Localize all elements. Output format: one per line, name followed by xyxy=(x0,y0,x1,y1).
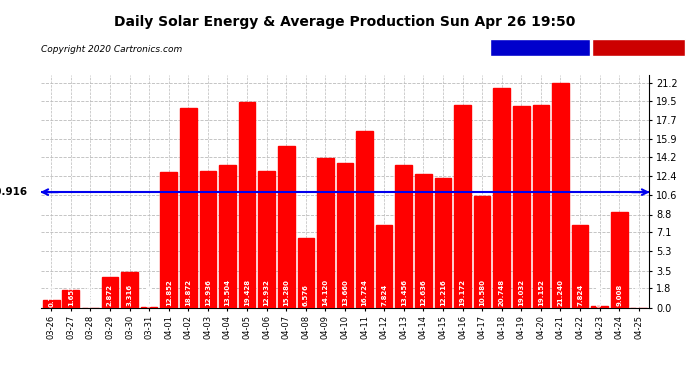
Text: 9.008: 9.008 xyxy=(616,284,622,306)
Text: 0.064: 0.064 xyxy=(146,285,152,307)
Text: 0.716: 0.716 xyxy=(48,285,55,307)
Bar xyxy=(337,163,353,308)
Bar xyxy=(121,273,138,308)
Text: 6.576: 6.576 xyxy=(303,284,309,306)
Bar xyxy=(141,307,157,308)
Text: 10.916: 10.916 xyxy=(0,187,28,197)
Bar xyxy=(219,165,236,308)
Text: 12.852: 12.852 xyxy=(166,279,172,306)
Text: 0.104: 0.104 xyxy=(597,285,602,307)
Text: 14.120: 14.120 xyxy=(322,279,328,306)
Bar xyxy=(591,306,608,308)
Bar xyxy=(435,178,451,308)
Bar xyxy=(356,131,373,308)
Bar xyxy=(395,165,412,308)
Text: 19.152: 19.152 xyxy=(538,279,544,306)
Text: 18.872: 18.872 xyxy=(186,279,191,306)
Text: 3.316: 3.316 xyxy=(126,284,132,306)
Text: 12.636: 12.636 xyxy=(420,279,426,306)
Bar xyxy=(199,171,216,308)
Text: Copyright 2020 Cartronics.com: Copyright 2020 Cartronics.com xyxy=(41,45,183,54)
Text: Daily  (kWh): Daily (kWh) xyxy=(608,43,670,52)
Text: 19.172: 19.172 xyxy=(460,279,466,306)
Bar xyxy=(180,108,197,308)
Text: Average  (kWh): Average (kWh) xyxy=(500,43,579,52)
Bar xyxy=(297,238,314,308)
Text: 12.936: 12.936 xyxy=(205,279,211,306)
Bar xyxy=(454,105,471,308)
Text: 1.652: 1.652 xyxy=(68,284,74,306)
Bar xyxy=(552,83,569,308)
Text: Daily Solar Energy & Average Production Sun Apr 26 19:50: Daily Solar Energy & Average Production … xyxy=(115,15,575,29)
Text: 0.000: 0.000 xyxy=(635,285,642,307)
Bar xyxy=(43,300,59,307)
Text: 16.724: 16.724 xyxy=(362,279,368,306)
Bar xyxy=(611,212,627,308)
Text: 21.240: 21.240 xyxy=(558,279,564,306)
Text: 20.748: 20.748 xyxy=(499,279,504,306)
Bar xyxy=(474,196,491,308)
Text: 13.660: 13.660 xyxy=(342,279,348,306)
Bar xyxy=(101,277,118,308)
Bar xyxy=(63,290,79,308)
Text: 7.824: 7.824 xyxy=(381,284,387,306)
Bar xyxy=(317,158,334,308)
Text: 12.216: 12.216 xyxy=(440,279,446,306)
Bar xyxy=(160,172,177,308)
Text: 19.032: 19.032 xyxy=(518,279,524,306)
Bar xyxy=(376,225,393,308)
Text: 19.428: 19.428 xyxy=(244,279,250,306)
Text: 12.932: 12.932 xyxy=(264,279,270,306)
Bar xyxy=(415,174,432,308)
Bar xyxy=(278,146,295,308)
Bar xyxy=(239,102,255,308)
Bar xyxy=(513,106,530,308)
Text: 13.504: 13.504 xyxy=(224,279,230,306)
Text: 10.580: 10.580 xyxy=(479,279,485,306)
Text: 15.280: 15.280 xyxy=(283,279,289,306)
Bar xyxy=(533,105,549,308)
Text: 13.456: 13.456 xyxy=(401,279,407,306)
Bar xyxy=(258,171,275,308)
Text: 7.824: 7.824 xyxy=(577,284,583,306)
Bar xyxy=(572,225,589,308)
Bar xyxy=(493,88,510,308)
Text: 2.872: 2.872 xyxy=(107,284,113,306)
Text: 0.000: 0.000 xyxy=(88,285,93,307)
